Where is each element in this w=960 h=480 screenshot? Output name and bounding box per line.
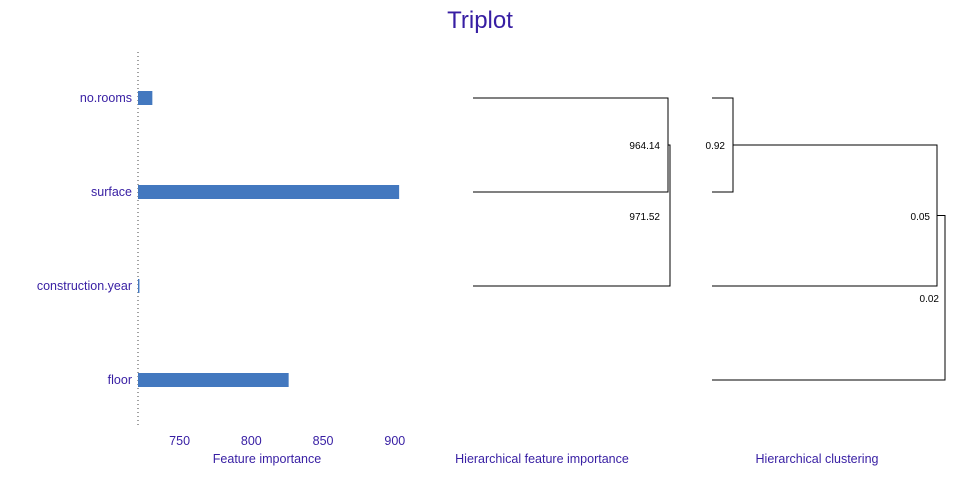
merge-height-label: 0.05 — [911, 212, 931, 223]
category-label: no.rooms — [80, 91, 132, 105]
merge-height-label: 971.52 — [629, 212, 660, 223]
merge-height-label: 964.14 — [629, 141, 660, 152]
bar-surface — [138, 185, 400, 199]
chart-title: Triplot — [447, 7, 513, 34]
bar-floor — [138, 373, 289, 387]
category-label: construction.year — [37, 279, 132, 293]
bar-construction-year — [138, 279, 140, 293]
merge-height-label: 0.92 — [706, 141, 726, 152]
hierarchical-clustering-panel: 0.92 0.05 0.02 Hierarchical clustering — [706, 97, 946, 466]
x-tick-label: 850 — [313, 434, 334, 448]
category-label: floor — [108, 373, 132, 387]
feature-importance-panel: no.rooms surface construction.year floor 750… — [37, 52, 405, 466]
dendro-branch — [473, 144, 671, 287]
cluster-branch — [712, 144, 938, 287]
x-tick-label: 750 — [169, 434, 190, 448]
x-axis-label: Feature importance — [213, 452, 321, 466]
bar-no-rooms — [138, 91, 153, 105]
x-axis-label: Hierarchical clustering — [756, 452, 879, 466]
cluster-branch — [712, 215, 946, 381]
x-tick-label: 900 — [384, 434, 405, 448]
merge-height-label: 0.02 — [920, 294, 940, 305]
hierarchical-feature-importance-panel: 964.14 971.52 Hierarchical feature importa… — [455, 97, 671, 466]
x-tick-label: 800 — [241, 434, 262, 448]
x-axis-label: Hierarchical feature importance — [455, 452, 629, 466]
category-label: surface — [91, 185, 132, 199]
